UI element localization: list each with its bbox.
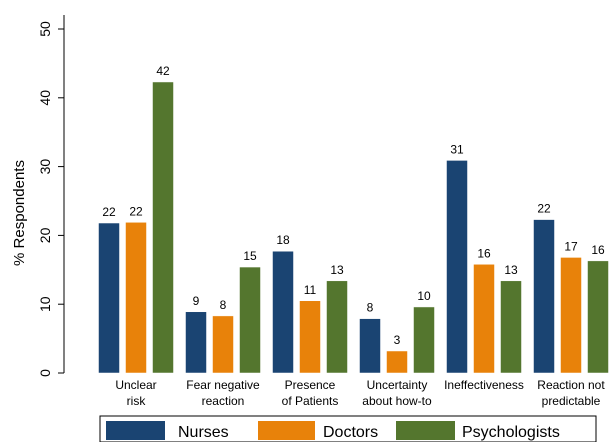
- data-label: 17: [564, 239, 578, 253]
- data-label: 31: [450, 142, 464, 156]
- bar-nurses-2: [272, 250, 294, 374]
- legend-swatch-doctors: [258, 421, 315, 440]
- bar-nurses-5: [533, 219, 555, 374]
- data-label: 3: [394, 333, 401, 347]
- bar-doctors-4: [473, 264, 495, 374]
- x-category-label: reaction: [202, 394, 245, 408]
- data-label: 15: [243, 249, 257, 263]
- chart-axes: 0 10 20 30 40 50 % Respondents Unclear risk Fear …: [11, 15, 605, 408]
- legend-swatch-psychologists: [396, 421, 455, 440]
- bars-group: 22 22 42 9 8 15 18 11 13 8 3 10 31 16 13 22 17 16: [98, 64, 609, 374]
- x-category-label: Reaction not: [537, 378, 605, 392]
- bar-psychologists-5: [587, 260, 609, 374]
- data-label: 16: [591, 243, 605, 257]
- legend-label-psychologists: Psychologists: [462, 424, 560, 441]
- bar-doctors-0: [125, 222, 147, 374]
- bar-nurses-0: [98, 222, 120, 374]
- data-label: 10: [417, 289, 431, 303]
- y-tick-label-0: 0: [37, 369, 53, 377]
- data-label: 22: [129, 204, 143, 218]
- data-label: 9: [193, 294, 200, 308]
- x-category-label: about how-to: [362, 394, 432, 408]
- data-label: 18: [276, 233, 290, 247]
- data-label: 11: [304, 283, 317, 297]
- y-tick-label-4: 40: [37, 90, 53, 106]
- data-label: 22: [102, 205, 116, 219]
- bar-nurses-4: [446, 160, 468, 374]
- x-category-label: Uncertainty: [367, 378, 428, 392]
- data-label: 16: [477, 246, 491, 260]
- y-tick-label-5: 50: [37, 21, 53, 37]
- bar-nurses-3: [359, 318, 381, 374]
- x-category-label: Fear negative: [186, 378, 260, 392]
- legend-swatch-nurses: [106, 421, 165, 440]
- bar-psychologists-4: [500, 280, 522, 374]
- x-category-label: of Patients: [282, 394, 339, 408]
- x-category-label: risk: [127, 394, 147, 408]
- x-category-label: Presence: [285, 378, 336, 392]
- bar-doctors-1: [212, 315, 234, 374]
- legend-box: [99, 415, 597, 442]
- bar-nurses-1: [185, 311, 207, 374]
- bar-doctors-5: [560, 257, 582, 374]
- bar-psychologists-0: [152, 81, 174, 374]
- bar-psychologists-3: [413, 306, 435, 374]
- legend-label-doctors: Doctors: [323, 424, 378, 441]
- data-label: 22: [537, 202, 551, 216]
- data-label: 13: [330, 263, 344, 277]
- legend-label-nurses: Nurses: [178, 424, 229, 441]
- legend: Nurses Doctors Psychologists: [99, 415, 597, 442]
- data-label: 42: [156, 64, 170, 78]
- data-label: 8: [220, 298, 227, 312]
- x-category-label: Ineffectiveness: [444, 378, 524, 392]
- x-category-label: Unclear: [115, 378, 156, 392]
- y-tick-label-1: 10: [37, 296, 53, 312]
- y-tick-label-2: 20: [37, 227, 53, 243]
- bar-doctors-3: [386, 350, 408, 374]
- data-label: 13: [504, 263, 518, 277]
- x-category-label: predictable: [542, 394, 601, 408]
- bar-psychologists-1: [239, 266, 261, 374]
- y-axis-title: % Respondents: [11, 160, 28, 266]
- bar-psychologists-2: [326, 280, 348, 374]
- bar-doctors-2: [299, 300, 321, 374]
- data-label: 8: [367, 301, 374, 315]
- y-tick-label-3: 30: [37, 159, 53, 175]
